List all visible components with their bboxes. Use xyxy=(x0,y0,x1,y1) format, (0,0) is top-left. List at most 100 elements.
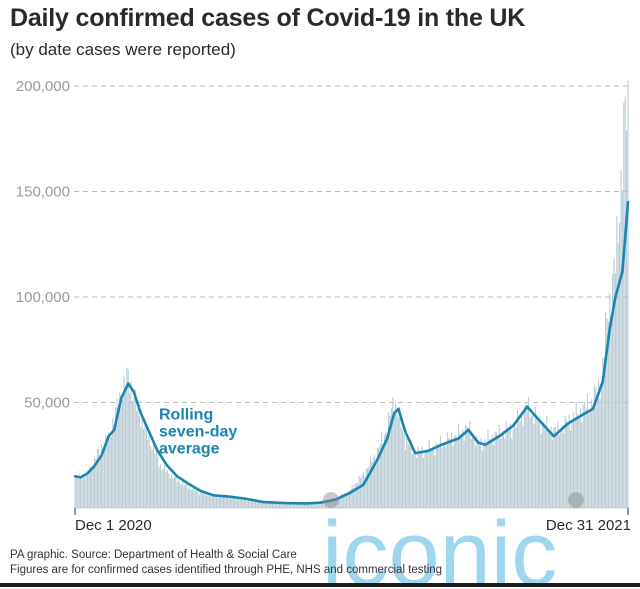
daily-case-bar xyxy=(354,484,356,508)
daily-case-bar xyxy=(582,404,584,508)
daily-case-bar xyxy=(186,484,188,508)
daily-case-bar xyxy=(444,441,446,508)
methodology-note: Figures are for confirmed cases identifi… xyxy=(10,564,443,576)
daily-case-bar xyxy=(196,490,198,508)
daily-case-bar xyxy=(509,423,511,508)
bottom-rule xyxy=(0,583,640,587)
daily-case-bar xyxy=(560,432,562,508)
daily-case-bar xyxy=(514,423,516,508)
daily-case-bar xyxy=(109,435,111,508)
daily-case-bar xyxy=(133,397,135,508)
daily-case-bar xyxy=(295,503,297,508)
daily-case-bar xyxy=(473,437,475,508)
daily-case-bar xyxy=(536,415,538,508)
daily-case-bar xyxy=(614,272,616,508)
daily-case-bar xyxy=(424,449,426,508)
daily-case-bar xyxy=(588,412,590,508)
daily-case-bar xyxy=(567,424,569,508)
daily-case-bar xyxy=(215,495,217,508)
daily-case-bar xyxy=(466,426,468,508)
daily-case-bar xyxy=(238,499,240,508)
daily-case-bar xyxy=(344,493,346,508)
daily-case-bar xyxy=(575,402,577,508)
daily-case-bar xyxy=(332,498,334,508)
daily-case-bar xyxy=(402,429,404,508)
daily-case-bar xyxy=(150,446,152,508)
daily-case-bar xyxy=(595,387,597,508)
daily-case-bar xyxy=(229,497,231,508)
daily-case-bar xyxy=(263,501,265,508)
daily-case-bar xyxy=(623,102,625,509)
daily-case-bar xyxy=(579,407,581,508)
daily-case-bar xyxy=(593,385,595,508)
daily-case-bar xyxy=(613,257,615,508)
daily-case-bar xyxy=(474,446,476,508)
daily-case-bar xyxy=(239,499,241,508)
daily-case-bar xyxy=(351,485,353,508)
tick-labels: 50,000 100,000 150,000 200,000 Dec 1 2020 Dec… xyxy=(16,78,631,534)
daily-case-bar xyxy=(607,321,609,508)
daily-case-bar xyxy=(96,448,98,508)
daily-case-bar xyxy=(308,502,310,508)
daily-case-bar xyxy=(502,430,504,508)
daily-case-bar xyxy=(432,446,434,508)
daily-case-bar xyxy=(207,493,209,508)
daily-case-bar xyxy=(533,423,535,508)
daily-case-bar xyxy=(325,500,327,508)
daily-case-bar xyxy=(339,496,341,508)
daily-case-bar xyxy=(557,421,559,508)
daily-case-bar xyxy=(318,501,320,508)
daily-case-bar xyxy=(529,417,531,508)
daily-case-bar xyxy=(102,451,104,508)
daily-case-bar xyxy=(302,502,304,508)
daily-case-bar xyxy=(388,412,390,508)
daily-case-bar xyxy=(558,435,560,508)
daily-case-bar xyxy=(319,502,321,508)
daily-case-bar xyxy=(199,494,201,508)
daily-case-bar xyxy=(280,503,282,508)
daily-case-bar xyxy=(421,446,423,508)
source-note: PA graphic. Source: Department of Health… xyxy=(10,549,297,561)
daily-case-bar xyxy=(619,222,621,508)
daily-case-bar xyxy=(276,503,278,508)
daily-case-bar xyxy=(411,454,413,508)
daily-case-bar xyxy=(301,503,303,508)
daily-case-bar xyxy=(298,503,300,508)
daily-case-bar xyxy=(511,438,513,508)
daily-case-bar xyxy=(543,422,545,508)
daily-case-bar xyxy=(157,456,159,508)
daily-case-bar xyxy=(449,438,451,508)
daily-case-bar xyxy=(152,442,154,508)
daily-case-bar xyxy=(175,476,177,508)
y-tick-label-1: 100,000 xyxy=(16,289,70,306)
daily-case-bar xyxy=(88,473,90,508)
daily-case-bar xyxy=(270,502,272,508)
daily-case-bar xyxy=(374,455,376,508)
daily-case-bar xyxy=(626,130,628,508)
daily-case-bar xyxy=(487,429,489,508)
daily-case-bar xyxy=(299,502,301,508)
daily-case-bar xyxy=(406,438,408,508)
daily-case-bar xyxy=(389,415,391,508)
daily-case-bar xyxy=(220,497,222,508)
daily-case-bar xyxy=(381,432,383,508)
daily-case-bar xyxy=(127,369,129,508)
daily-case-bar xyxy=(329,498,331,508)
daily-case-bar xyxy=(217,497,219,508)
daily-case-bar xyxy=(337,497,339,508)
daily-case-bar xyxy=(612,274,614,508)
daily-case-bar xyxy=(572,412,574,508)
daily-case-bar xyxy=(278,503,280,508)
daily-case-bar xyxy=(397,417,399,508)
daily-case-bar xyxy=(274,502,276,508)
daily-case-bar xyxy=(234,497,236,508)
daily-case-bar xyxy=(162,468,164,508)
average-line-layer xyxy=(73,200,630,505)
daily-case-bar xyxy=(418,451,420,508)
daily-case-bar xyxy=(143,429,145,508)
daily-case-bar xyxy=(385,432,387,508)
daily-case-bar xyxy=(235,499,237,508)
daily-case-bar xyxy=(519,420,521,508)
daily-case-bar xyxy=(409,445,411,508)
daily-case-bar xyxy=(78,474,80,508)
